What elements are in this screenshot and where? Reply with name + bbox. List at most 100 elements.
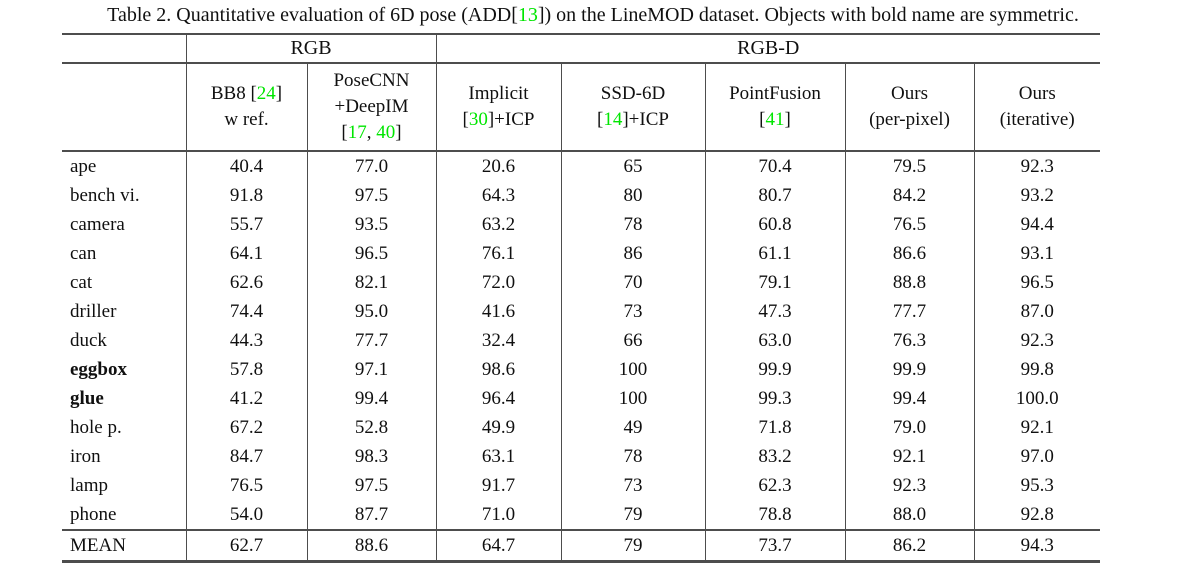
value-cell: 73 bbox=[560, 471, 705, 500]
table-caption: Table 2. Quantitative evaluation of 6D p… bbox=[0, 0, 1186, 27]
value-cell: 86 bbox=[560, 239, 705, 268]
value-cell: 99.9 bbox=[844, 355, 974, 384]
value-cell: 40.4 bbox=[185, 151, 307, 181]
citation-link[interactable]: 40 bbox=[376, 122, 396, 143]
value-cell: 82.1 bbox=[306, 268, 436, 297]
value-cell: 49 bbox=[560, 413, 705, 442]
object-name: iron bbox=[70, 446, 101, 467]
value-cell: 100 bbox=[560, 384, 705, 413]
value-cell: 97.5 bbox=[306, 471, 436, 500]
table-row: eggbox 57.8 97.1 98.6 100 99.9 99.9 99.8 bbox=[62, 355, 1100, 384]
value-cell: 80 bbox=[560, 181, 705, 210]
value-cell: 94.3 bbox=[973, 529, 1100, 563]
col-header-bb8: BB8 [24] w ref. bbox=[185, 63, 307, 152]
value-cell: 92.3 bbox=[973, 151, 1100, 181]
value-cell: 44.3 bbox=[185, 326, 307, 355]
value-cell: 73.7 bbox=[704, 529, 845, 563]
value-cell: 76.5 bbox=[844, 210, 974, 239]
corner-cell bbox=[62, 33, 187, 64]
value-cell: 54.0 bbox=[185, 500, 307, 530]
value-cell: 52.8 bbox=[306, 413, 436, 442]
value-cell: 78.8 bbox=[704, 500, 845, 530]
col-header-posecnn: PoseCNN +DeepIM [17, 40] bbox=[306, 63, 436, 152]
object-name: lamp bbox=[70, 475, 108, 496]
table-row: cat 62.6 82.1 72.0 70 79.1 88.8 96.5 bbox=[62, 268, 1100, 297]
value-cell: 76.3 bbox=[844, 326, 974, 355]
citation-link[interactable]: 14 bbox=[603, 109, 623, 130]
value-cell: 99.4 bbox=[844, 384, 974, 413]
table-row: hole p. 67.2 52.8 49.9 49 71.8 79.0 92.1 bbox=[62, 413, 1100, 442]
value-cell: 77.7 bbox=[306, 326, 436, 355]
value-cell: 64.1 bbox=[185, 239, 307, 268]
table-row: iron 84.7 98.3 63.1 78 83.2 92.1 97.0 bbox=[62, 442, 1100, 471]
col-header-implicit: Implicit [30]+ICP bbox=[435, 63, 561, 152]
value-cell: 79.0 bbox=[844, 413, 974, 442]
value-cell: 80.7 bbox=[704, 181, 845, 210]
value-cell: 88.8 bbox=[844, 268, 974, 297]
table-row: camera 55.7 93.5 63.2 78 60.8 76.5 94.4 bbox=[62, 210, 1100, 239]
object-name: cat bbox=[70, 272, 93, 293]
value-cell: 65 bbox=[560, 151, 705, 181]
value-cell: 62.7 bbox=[185, 529, 307, 563]
value-cell: 63.2 bbox=[435, 210, 561, 239]
table-row: phone 54.0 87.7 71.0 79 78.8 88.0 92.8 bbox=[62, 500, 1100, 530]
citation-link[interactable]: 41 bbox=[765, 109, 785, 130]
value-cell: 94.4 bbox=[973, 210, 1100, 239]
caption-text: ]) on the LineMOD dataset. Objects with … bbox=[537, 4, 1079, 26]
object-name: phone bbox=[70, 504, 117, 525]
value-cell: 76.1 bbox=[435, 239, 561, 268]
value-cell: 78 bbox=[560, 442, 705, 471]
value-cell: 91.8 bbox=[185, 181, 307, 210]
value-cell: 99.3 bbox=[704, 384, 845, 413]
object-name: camera bbox=[70, 214, 125, 235]
value-cell: 79.1 bbox=[704, 268, 845, 297]
value-cell: 88.6 bbox=[306, 529, 436, 563]
value-cell: 96.5 bbox=[973, 268, 1100, 297]
value-cell: 47.3 bbox=[704, 297, 845, 326]
caption-text: Table 2. Quantitative evaluation of 6D p… bbox=[107, 4, 518, 26]
value-cell: 95.3 bbox=[973, 471, 1100, 500]
value-cell: 71.0 bbox=[435, 500, 561, 530]
value-cell: 98.6 bbox=[435, 355, 561, 384]
results-table: RGB RGB-D BB8 [24] w ref. PoseCNN +DeepI… bbox=[62, 33, 1100, 563]
value-cell: 60.8 bbox=[704, 210, 845, 239]
value-cell: 77.0 bbox=[306, 151, 436, 181]
value-cell: 64.7 bbox=[435, 529, 561, 563]
value-cell: 83.2 bbox=[704, 442, 845, 471]
value-cell: 66 bbox=[560, 326, 705, 355]
value-cell: 92.1 bbox=[844, 442, 974, 471]
value-cell: 92.3 bbox=[973, 326, 1100, 355]
value-cell: 86.2 bbox=[844, 529, 974, 563]
col-header-pointfusion: PointFusion [41] bbox=[704, 63, 845, 152]
value-cell: 88.0 bbox=[844, 500, 974, 530]
object-name: duck bbox=[70, 330, 107, 351]
value-cell: 63.0 bbox=[704, 326, 845, 355]
value-cell: 49.9 bbox=[435, 413, 561, 442]
value-cell: 99.8 bbox=[973, 355, 1100, 384]
value-cell: 41.6 bbox=[435, 297, 561, 326]
citation-link[interactable]: 17 bbox=[347, 122, 367, 143]
value-cell: 100 bbox=[560, 355, 705, 384]
value-cell: 92.3 bbox=[844, 471, 974, 500]
value-cell: 98.3 bbox=[306, 442, 436, 471]
citation-link[interactable]: 13 bbox=[517, 4, 538, 26]
value-cell: 100.0 bbox=[973, 384, 1100, 413]
citation-link[interactable]: 30 bbox=[468, 109, 488, 130]
table-row: driller 74.4 95.0 41.6 73 47.3 77.7 87.0 bbox=[62, 297, 1100, 326]
table-row: can 64.1 96.5 76.1 86 61.1 86.6 93.1 bbox=[62, 239, 1100, 268]
value-cell: 77.7 bbox=[844, 297, 974, 326]
value-cell: 93.5 bbox=[306, 210, 436, 239]
table-row: lamp 76.5 97.5 91.7 73 62.3 92.3 95.3 bbox=[62, 471, 1100, 500]
citation-link[interactable]: 24 bbox=[256, 83, 276, 104]
value-cell: 92.1 bbox=[973, 413, 1100, 442]
object-name: eggbox bbox=[70, 359, 127, 380]
col-header-ssd6d: SSD-6D [14]+ICP bbox=[560, 63, 705, 152]
value-cell: 70 bbox=[560, 268, 705, 297]
value-cell: 87.7 bbox=[306, 500, 436, 530]
group-header-row: RGB RGB-D bbox=[62, 33, 1100, 64]
object-name: can bbox=[70, 243, 97, 264]
value-cell: 72.0 bbox=[435, 268, 561, 297]
group-rgb: RGB bbox=[186, 33, 437, 64]
value-cell: 63.1 bbox=[435, 442, 561, 471]
object-name: driller bbox=[70, 301, 117, 322]
